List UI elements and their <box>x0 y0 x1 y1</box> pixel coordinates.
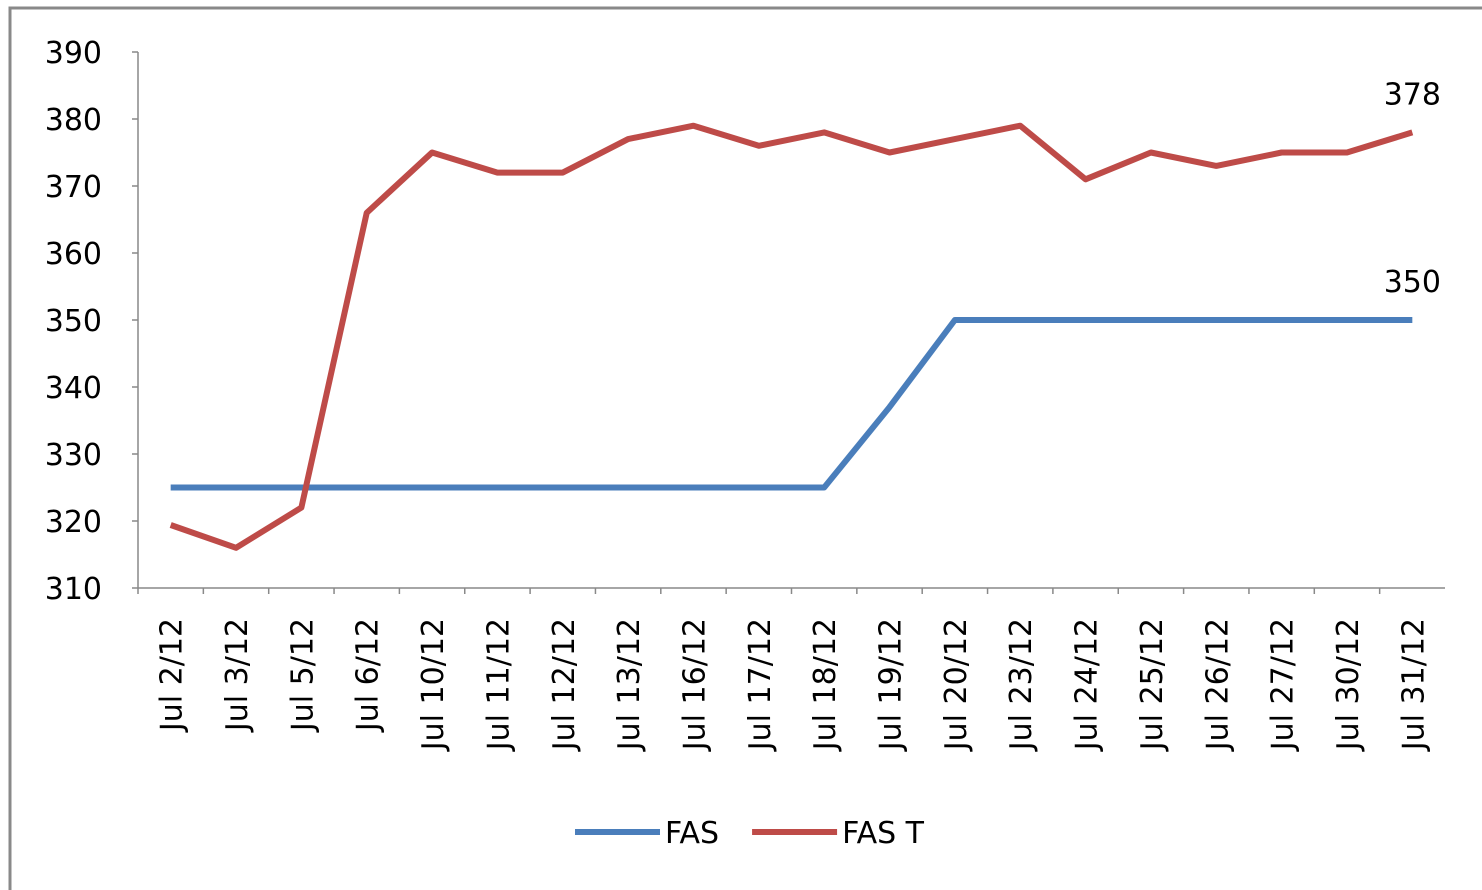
x-tick-label: Jul 16/12 <box>677 618 712 752</box>
x-tick-label: Jul 18/12 <box>808 618 843 752</box>
x-tick-label: Jul 12/12 <box>547 618 582 752</box>
y-tick-label: 330 <box>45 438 102 473</box>
x-tick-label: Jul 3/12 <box>220 618 255 733</box>
y-tick-label: 310 <box>45 572 102 607</box>
x-tick-label: Jul 6/12 <box>351 618 386 733</box>
y-tick-label: 370 <box>45 170 102 205</box>
x-tick-label: Jul 30/12 <box>1331 618 1366 752</box>
y-tick-label: 340 <box>45 371 102 406</box>
data-label: 378 <box>1384 77 1441 112</box>
legend-label: FAS T <box>842 816 925 851</box>
y-tick-label: 360 <box>45 237 102 272</box>
legend-label: FAS <box>665 816 719 851</box>
x-tick-label: Jul 23/12 <box>1004 618 1039 752</box>
y-tick-label: 380 <box>45 103 102 138</box>
y-tick-label: 390 <box>45 36 102 71</box>
x-tick-label: Jul 17/12 <box>743 618 778 752</box>
chart-frame <box>8 6 1482 890</box>
y-tick-label: 350 <box>45 304 102 339</box>
x-tick-label: Jul 25/12 <box>1135 618 1170 752</box>
x-tick-label: Jul 5/12 <box>285 618 320 733</box>
x-tick-label: Jul 20/12 <box>939 618 974 752</box>
x-tick-label: Jul 24/12 <box>1070 618 1105 752</box>
x-tick-label: Jul 19/12 <box>874 618 909 752</box>
x-tick-label: Jul 26/12 <box>1200 618 1235 752</box>
x-tick-label: Jul 13/12 <box>612 618 647 752</box>
x-tick-label: Jul 10/12 <box>416 618 451 752</box>
x-tick-label: Jul 2/12 <box>155 618 190 733</box>
x-tick-label: Jul 27/12 <box>1266 618 1301 752</box>
data-label: 350 <box>1384 265 1441 300</box>
line-series <box>170 317 1413 491</box>
x-tick-label: Jul 31/12 <box>1396 618 1431 752</box>
y-tick-label: 320 <box>45 505 102 540</box>
x-tick-label: Jul 11/12 <box>481 618 516 752</box>
line-series <box>169 122 1414 551</box>
